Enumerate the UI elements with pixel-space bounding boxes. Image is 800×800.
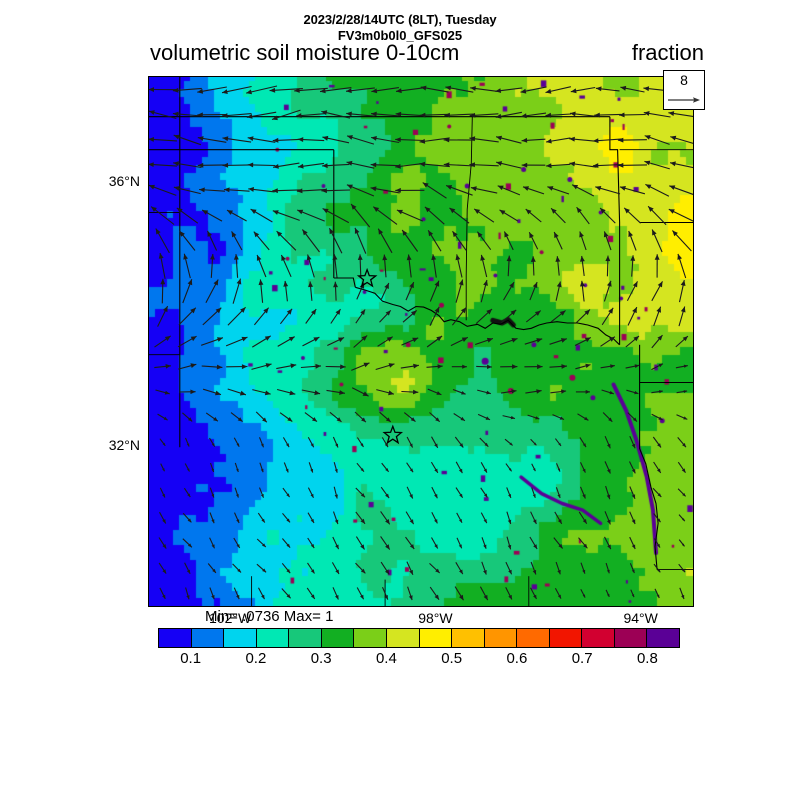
colorbar-tick-label: 0.4 (375, 650, 397, 667)
lon-tick-label-102w: 102°W (209, 610, 252, 626)
wind-vector-arrow-icon (668, 97, 700, 103)
colorbar-swatch (191, 629, 225, 647)
min-max-label: Min= .0736 Max= 1 (205, 608, 334, 625)
colorbar-tick-label: 0.2 (245, 650, 267, 667)
colorbar-tick-label: 0.6 (506, 650, 528, 667)
colorbar-swatch (452, 629, 485, 647)
colorbar-tick-label: 0.7 (571, 650, 593, 667)
colorbar-swatch (256, 629, 290, 647)
colorbar-swatch (582, 629, 615, 647)
colorbar-swatch (614, 629, 648, 647)
lat-tick-label-32n: 32°N (108, 437, 140, 454)
wind-vector-key: 8 (663, 70, 705, 110)
lon-tick-label-94w: 94°W (623, 610, 658, 626)
colorbar-swatch (224, 629, 257, 647)
colorbar (158, 628, 680, 648)
colorbar-swatch (354, 629, 387, 647)
colorbar-tick-label: 0.5 (441, 650, 463, 667)
colorbar-swatch (647, 629, 679, 647)
wind-key-magnitude-label: 8 (680, 72, 688, 88)
colorbar-swatch (549, 629, 583, 647)
lat-tick-label-36n: 36°N (108, 172, 140, 189)
page-title: volumetric soil moisture 0-10cm (150, 40, 460, 65)
colorbar-tick-label: 0.8 (636, 650, 658, 667)
colorbar-swatch (419, 629, 453, 647)
colorbar-swatch (159, 629, 192, 647)
colorbar-tick-label: 0.3 (310, 650, 332, 667)
title-datetime: 2023/2/28/14UTC (8LT), Tuesday (303, 12, 497, 27)
colorbar-swatch (321, 629, 355, 647)
colorbar-tick-label: 0.1 (180, 650, 202, 667)
colorbar-tick-labels: 0.1 0.2 0.3 0.4 0.5 0.6 0.7 0.8 (158, 650, 680, 670)
colorbar-swatch (386, 629, 420, 647)
title-model-name: FV3m0b0l0_GFS025 (337, 28, 463, 43)
map-plot-area[interactable] (148, 76, 694, 607)
colorbar-swatch (289, 629, 322, 647)
colorbar-swatch (517, 629, 550, 647)
title-units: fraction (631, 40, 704, 65)
lon-tick-label-98w: 98°W (418, 610, 453, 626)
colorbar-swatch (484, 629, 518, 647)
soil-moisture-heatmap (149, 77, 693, 606)
